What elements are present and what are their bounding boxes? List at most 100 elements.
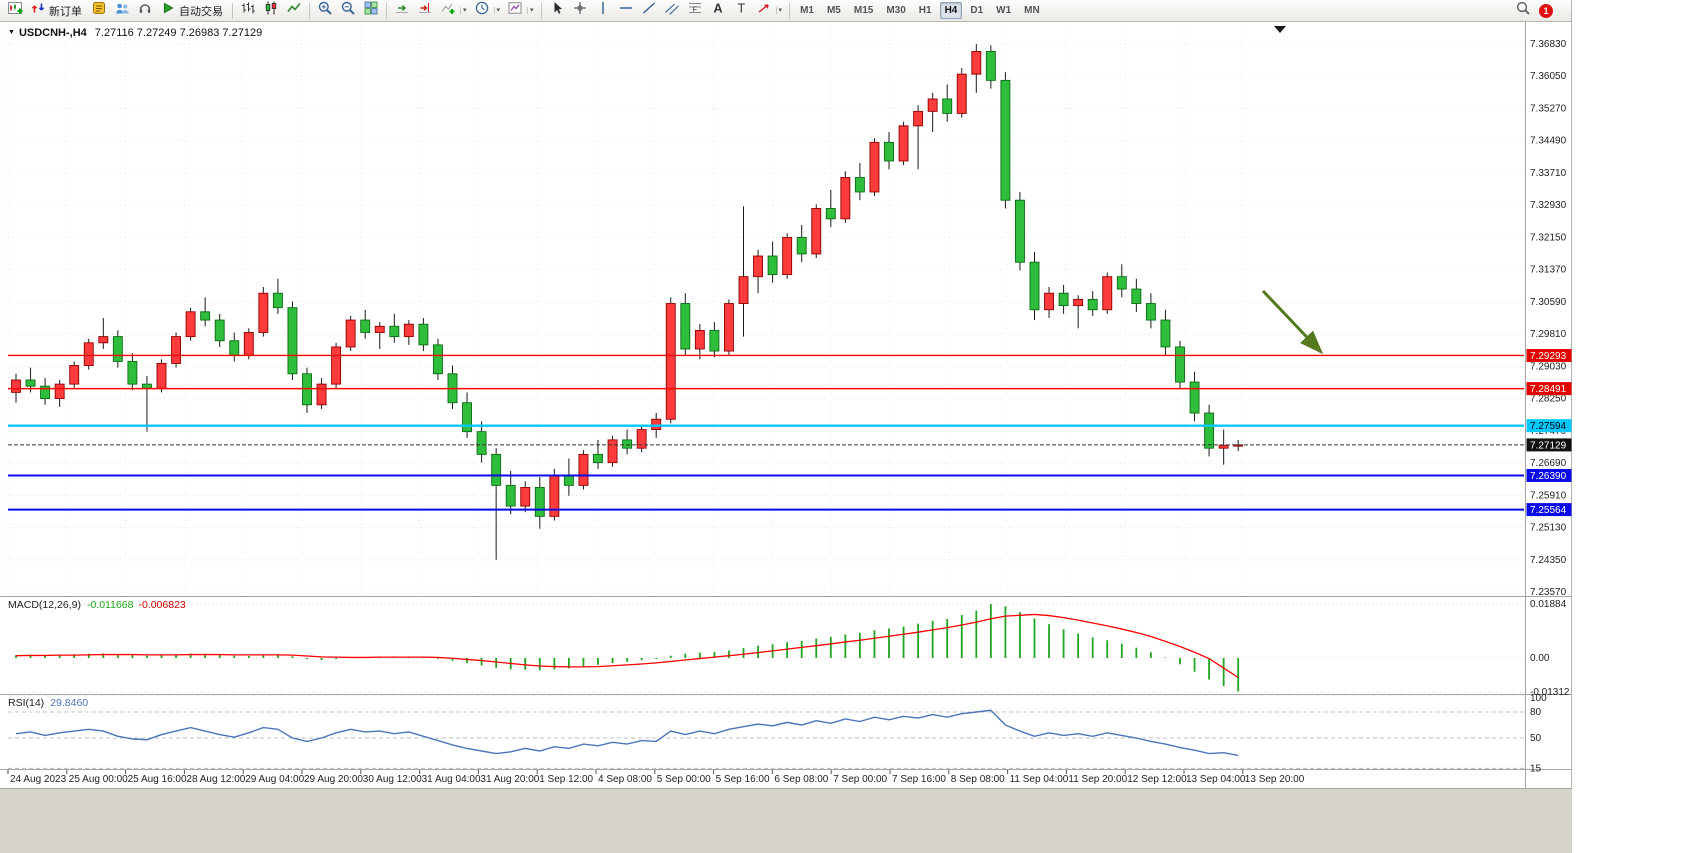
bear-candle: [796, 236, 807, 255]
svg-text:28 Aug 12:00: 28 Aug 12:00: [186, 774, 245, 785]
support-button[interactable]: [134, 1, 156, 21]
price-axis[interactable]: 7.36830 7.36050 7.35270 7.34490 7.33710 7.329…: [1530, 39, 1567, 598]
new-chart-icon: [7, 0, 23, 21]
bear-candle: [985, 50, 996, 81]
timeframe-m1-button[interactable]: M1: [800, 5, 814, 16]
chart-shift-icon: [417, 0, 433, 21]
autotrade-button[interactable]: 自动交易: [157, 1, 228, 21]
timeframe-h1-button[interactable]: H1: [918, 5, 932, 16]
cursor-button[interactable]: [546, 1, 568, 21]
bull-candle: [869, 141, 880, 193]
support-line-cyan-tag: 7.27594: [1526, 419, 1572, 433]
text-icon: A: [710, 0, 726, 21]
shapes-button[interactable]: ▾: [753, 1, 786, 21]
svg-text:7.29293: 7.29293: [1530, 351, 1567, 362]
svg-text:25 Aug 16:00: 25 Aug 16:00: [128, 774, 187, 785]
svg-text:7.26690: 7.26690: [1530, 458, 1567, 469]
indicators-icon: [440, 0, 456, 21]
rsi-label: RSI(14) 29.8460: [8, 697, 88, 709]
bear-candle: [200, 311, 211, 321]
svg-text:31 Aug 04:00: 31 Aug 04:00: [422, 774, 481, 785]
bear-candle: [593, 453, 603, 464]
tile-windows-button[interactable]: [360, 1, 382, 21]
line-chart-icon: [286, 0, 302, 21]
notification-badge[interactable]: 1: [1539, 3, 1553, 18]
macd-signal-value: -0.006823: [138, 599, 186, 611]
bar-chart-button[interactable]: [237, 1, 259, 21]
main-toolbar: 新订单 自动交易 ▾ ▾ ▾ F A T ▾ M1 M5 M15 M30 H1 H4 D1 W1 MN 1: [0, 0, 1571, 22]
bear-candle: [1189, 381, 1200, 414]
candlestick-chart-button[interactable]: [260, 1, 282, 21]
label-button[interactable]: T: [730, 1, 752, 21]
svg-text:7.29810: 7.29810: [1530, 329, 1567, 340]
timeframe-mn-button[interactable]: MN: [1024, 5, 1040, 16]
svg-text:7.25130: 7.25130: [1530, 523, 1567, 534]
svg-text:7.27594: 7.27594: [1530, 421, 1567, 432]
timeframe-w1-button[interactable]: W1: [996, 5, 1012, 16]
text-button[interactable]: A: [707, 1, 729, 21]
auto-scroll-button[interactable]: [391, 1, 413, 21]
chart-shift-button[interactable]: [414, 1, 436, 21]
crosshair-button[interactable]: [569, 1, 591, 21]
tile-windows-icon: [363, 0, 379, 21]
svg-text:7.29030: 7.29030: [1530, 361, 1567, 372]
trendline-button[interactable]: [638, 1, 660, 21]
bull-candle: [1073, 298, 1084, 307]
line-chart-button[interactable]: [283, 1, 305, 21]
chart-menu-arrow-icon[interactable]: [1274, 26, 1286, 33]
svg-text:13 Sep 20:00: 13 Sep 20:00: [1245, 774, 1305, 785]
periods-button[interactable]: ▾: [471, 1, 504, 21]
bull-candle: [1218, 444, 1229, 449]
arrow-annotation[interactable]: [1261, 289, 1324, 355]
shapes-dropdown-icon[interactable]: ▾: [775, 7, 782, 14]
time-axis[interactable]: 24 Aug 2023 25 Aug 00:00 25 Aug 16:00 28 Au…: [7, 770, 1305, 785]
bear-candle: [40, 385, 51, 400]
svg-text:13 Sep 04:00: 13 Sep 04:00: [1186, 774, 1246, 785]
bear-candle: [1145, 303, 1156, 321]
svg-text:25 Aug 00:00: 25 Aug 00:00: [69, 774, 128, 785]
fibonacci-button[interactable]: F: [684, 1, 706, 21]
svg-text:0.00: 0.00: [1530, 653, 1550, 664]
templates-button[interactable]: ▾: [504, 1, 537, 21]
periods-dropdown-icon[interactable]: ▾: [493, 7, 500, 14]
vertical-line-button[interactable]: [592, 1, 614, 21]
new-chart-button[interactable]: [4, 1, 26, 21]
svg-text:T: T: [737, 2, 745, 16]
new-order-button[interactable]: 新订单: [27, 1, 87, 21]
bear-candle: [1204, 412, 1215, 449]
horizontal-line-button[interactable]: [615, 1, 637, 21]
community-button[interactable]: [111, 1, 133, 21]
timeframe-m30-button[interactable]: M30: [886, 5, 906, 16]
svg-text:7.32930: 7.32930: [1530, 200, 1567, 211]
bear-candle: [1131, 288, 1142, 304]
svg-text:29 Aug 04:00: 29 Aug 04:00: [245, 774, 304, 785]
bull-candle: [98, 336, 109, 344]
zoom-in-button[interactable]: [314, 1, 336, 21]
bear-candle: [287, 307, 298, 375]
bull-candle: [54, 383, 65, 400]
macd-histogram: [15, 604, 1240, 692]
metaeditor-button[interactable]: [88, 1, 110, 21]
templates-icon: [507, 0, 523, 21]
svg-text:30 Aug 12:00: 30 Aug 12:00: [363, 774, 422, 785]
bull-candle: [69, 365, 80, 385]
zoom-out-button[interactable]: [337, 1, 359, 21]
svg-text:12 Sep 12:00: 12 Sep 12:00: [1127, 774, 1187, 785]
timeframe-h4-button[interactable]: H4: [939, 2, 963, 19]
timeframe-d1-button[interactable]: D1: [970, 5, 984, 16]
bear-candle: [462, 402, 472, 433]
indicators-button[interactable]: ▾: [437, 1, 470, 21]
search-button[interactable]: [1512, 1, 1534, 21]
bear-candle: [563, 474, 574, 486]
timeframe-m15-button[interactable]: M15: [853, 5, 874, 16]
bull-candle: [374, 325, 385, 333]
timeframe-m5-button[interactable]: M5: [826, 5, 841, 16]
bull-candle: [345, 319, 356, 348]
bear-candle: [112, 336, 123, 362]
channel-button[interactable]: [661, 1, 683, 21]
templates-dropdown-icon[interactable]: ▾: [527, 7, 534, 14]
indicators-dropdown-icon[interactable]: ▾: [460, 7, 467, 14]
candles-layer: [11, 44, 1244, 560]
bear-candle: [418, 323, 429, 346]
